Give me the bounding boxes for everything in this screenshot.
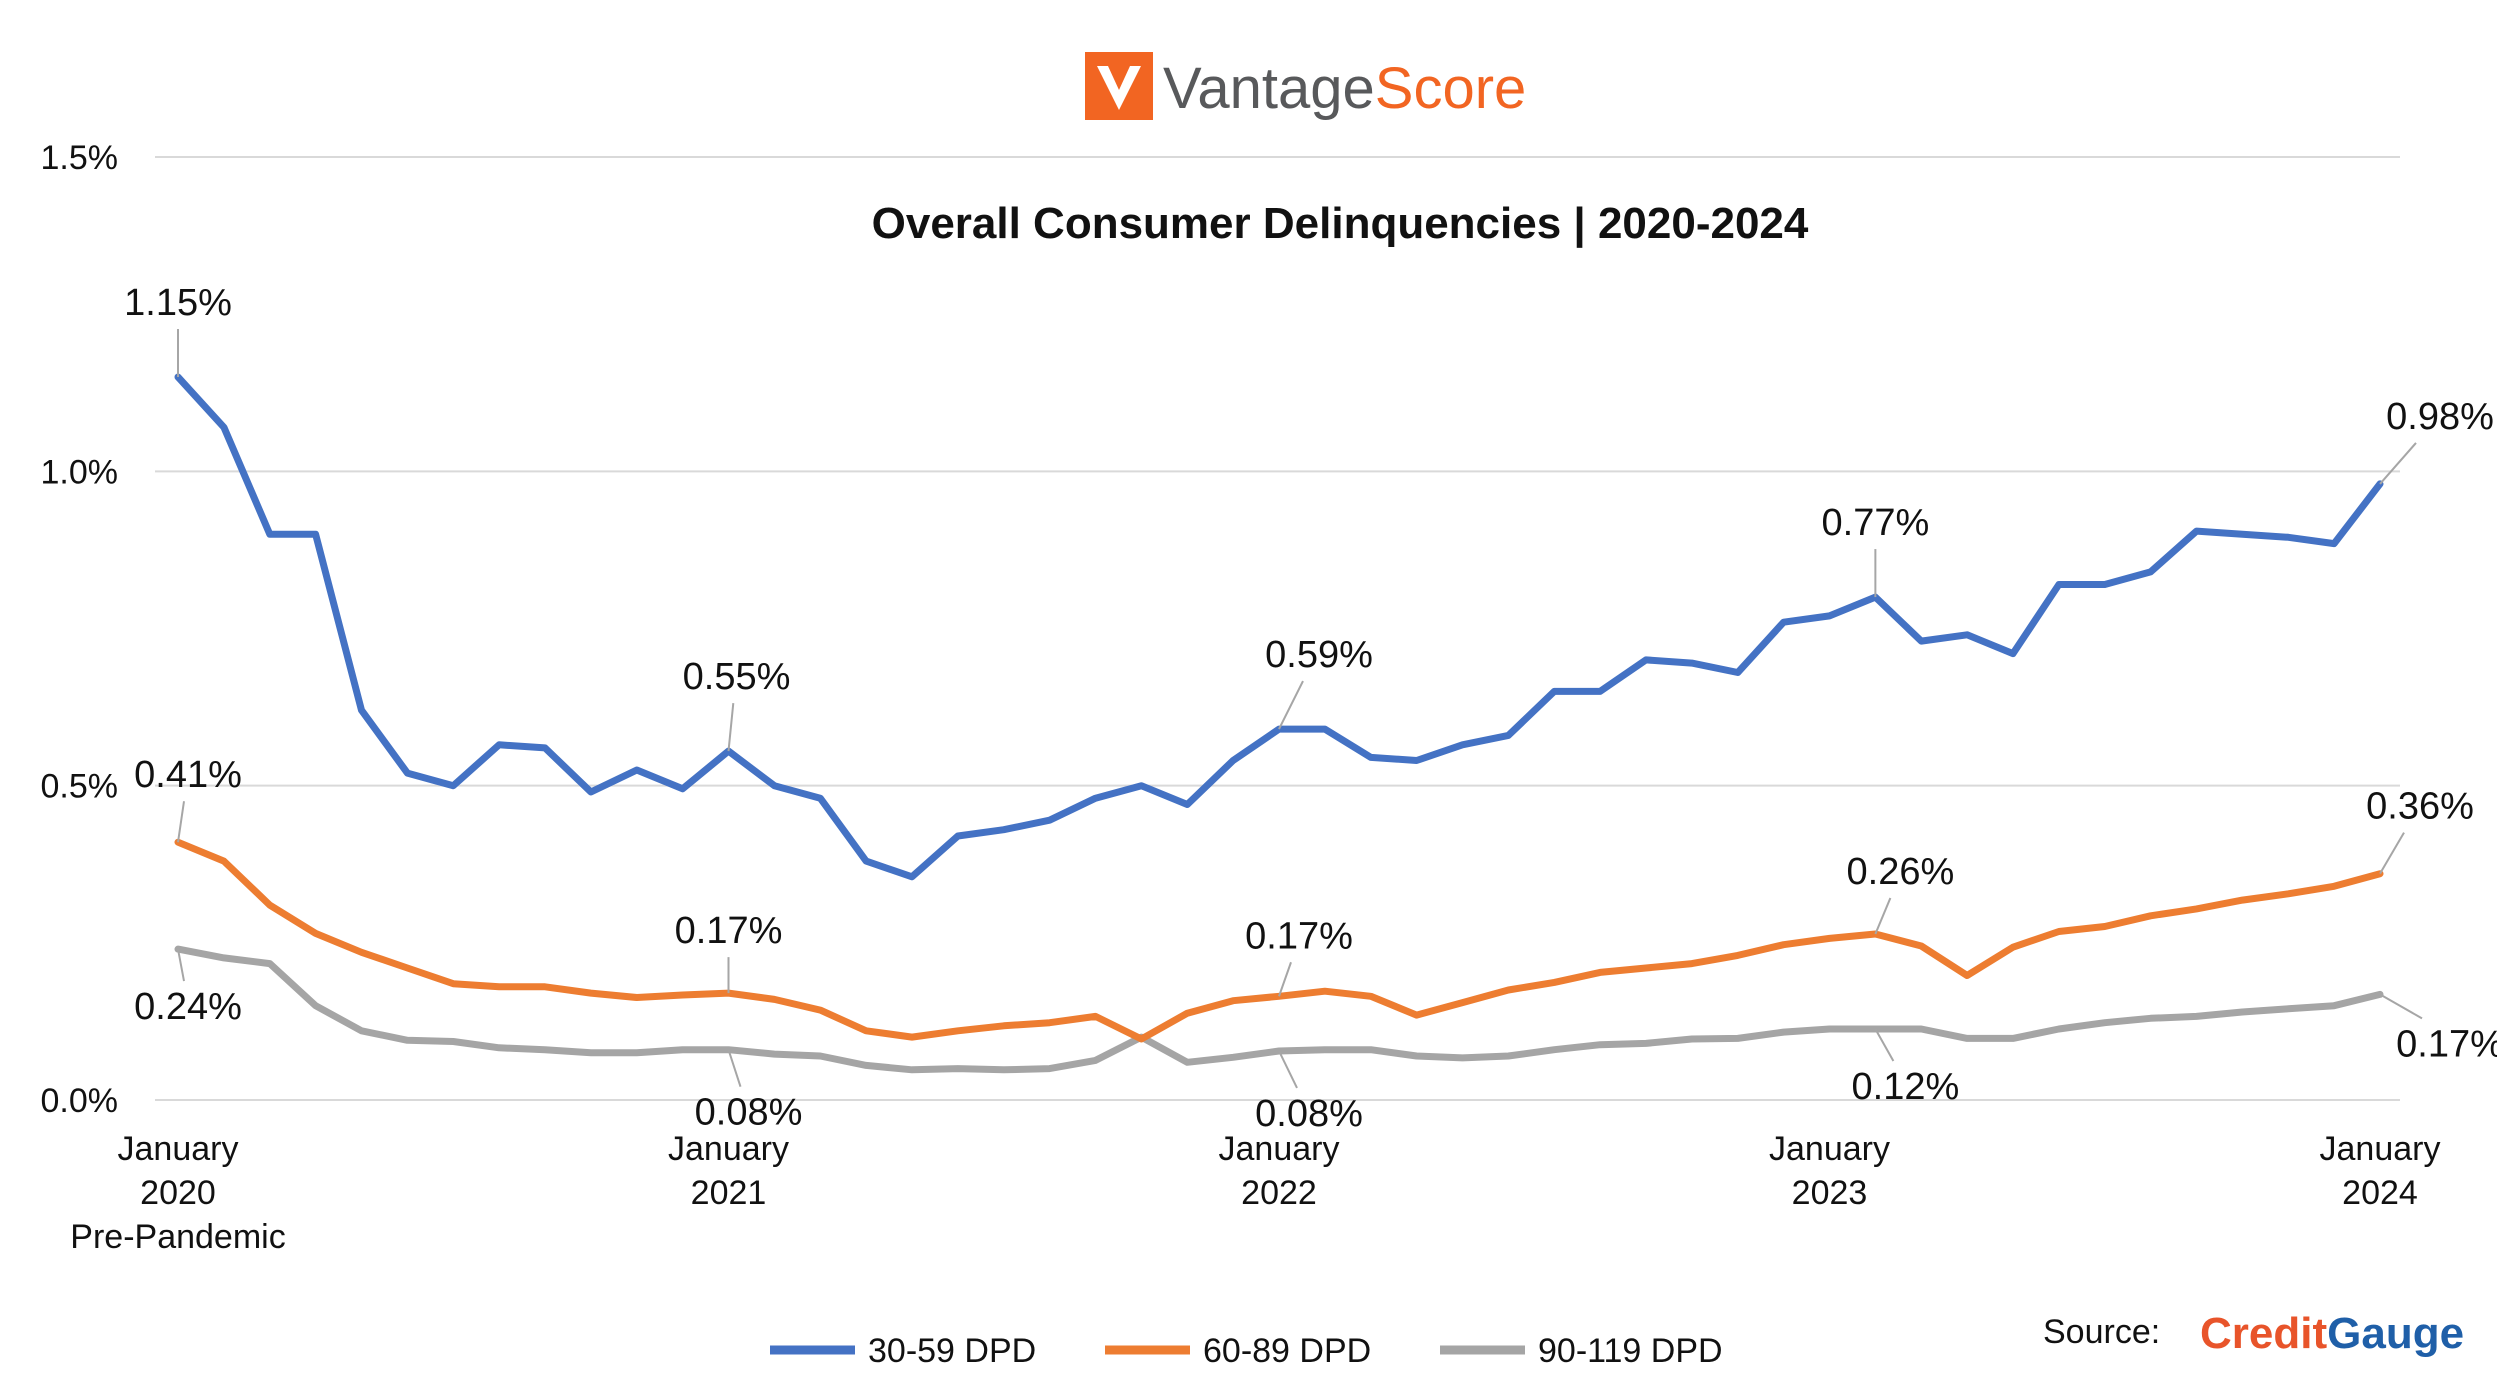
- legend-label-90-119: 90-119 DPD: [1538, 1332, 1723, 1370]
- series-line-1: [174, 838, 2384, 1043]
- data-label-leader: [177, 801, 185, 843]
- data-label-leader: [1874, 897, 1892, 935]
- data-label-leader: [2379, 442, 2417, 485]
- data-label: 0.08%: [695, 1092, 803, 1134]
- x-tick-label: January 2024: [2320, 1130, 2441, 1212]
- data-label: 0.08%: [1255, 1093, 1363, 1135]
- data-label: 0.26%: [1847, 851, 1955, 893]
- vantagescore-logo: VantageScore: [1085, 52, 1526, 121]
- data-label-leader: [2379, 993, 2423, 1020]
- legend: 30-59 DPD 60-89 DPD 90-119 DPD: [770, 1332, 1723, 1370]
- y-gridlines: [155, 156, 2400, 1101]
- series-lines: [174, 373, 2384, 1074]
- creditgauge-part1: Credit: [2200, 1309, 2327, 1358]
- svg-text:VantageScore: VantageScore: [1163, 56, 1526, 121]
- series-line-0: [174, 373, 2384, 881]
- data-label-leader: [2379, 832, 2405, 875]
- y-tick-label: 1.5%: [41, 139, 119, 177]
- data-label-leader: [727, 1049, 742, 1088]
- legend-label-30-59: 30-59 DPD: [868, 1332, 1036, 1370]
- data-label: 0.12%: [1852, 1066, 1960, 1108]
- data-label: 1.15%: [124, 282, 232, 324]
- data-label: 0.41%: [134, 754, 242, 796]
- x-tick-label: January 2020 Pre-Pandemic: [70, 1130, 285, 1256]
- data-label-leader: [727, 702, 735, 752]
- data-label-leader: [1278, 961, 1292, 997]
- x-tick-label: January 2021: [668, 1130, 789, 1212]
- x-tick-label: January 2022: [1219, 1130, 1340, 1212]
- y-tick-label: 1.0%: [41, 453, 119, 491]
- brand-name-part2: Score: [1375, 56, 1527, 121]
- y-tick-label: 0.5%: [41, 768, 119, 806]
- data-label-leader: [1874, 1028, 1895, 1062]
- data-label: 0.24%: [134, 986, 242, 1028]
- y-tick-label: 0.0%: [41, 1082, 119, 1120]
- creditgauge-logo: CreditGauge: [2200, 1309, 2464, 1358]
- data-label: 0.55%: [683, 656, 791, 698]
- data-label: 0.17%: [1245, 915, 1353, 957]
- chart-title: Overall Consumer Delinquencies | 2020-20…: [872, 199, 1809, 249]
- data-label: 0.17%: [675, 910, 783, 952]
- source-attribution: Source: CreditGauge: [2043, 1309, 2464, 1358]
- data-label: 0.98%: [2386, 396, 2494, 438]
- data-label: 0.59%: [1265, 634, 1373, 676]
- brand-name-part1: Vantage: [1163, 56, 1375, 121]
- x-axis: January 2020 Pre-Pandemic January 2021 Januar…: [70, 1130, 2440, 1256]
- data-label-leader: [1278, 1050, 1298, 1089]
- source-label: Source:: [2043, 1313, 2160, 1351]
- data-label: 0.77%: [1822, 502, 1930, 544]
- x-tick-label: January 2023: [1769, 1130, 1890, 1212]
- y-axis: 0.0% 0.5% 1.0% 1.5%: [41, 139, 119, 1120]
- creditgauge-part2: Gauge: [2327, 1309, 2464, 1358]
- data-label-leader: [1278, 680, 1304, 730]
- data-label: 0.36%: [2366, 786, 2474, 828]
- data-labels: 1.15% 0.55% 0.59% 0.77% 0.98% 0.41% 0.17% 0.17%…: [124, 282, 2497, 1135]
- data-label-leader: [177, 948, 185, 982]
- data-label: 0.17%: [2396, 1023, 2497, 1065]
- legend-label-60-89: 60-89 DPD: [1203, 1332, 1371, 1370]
